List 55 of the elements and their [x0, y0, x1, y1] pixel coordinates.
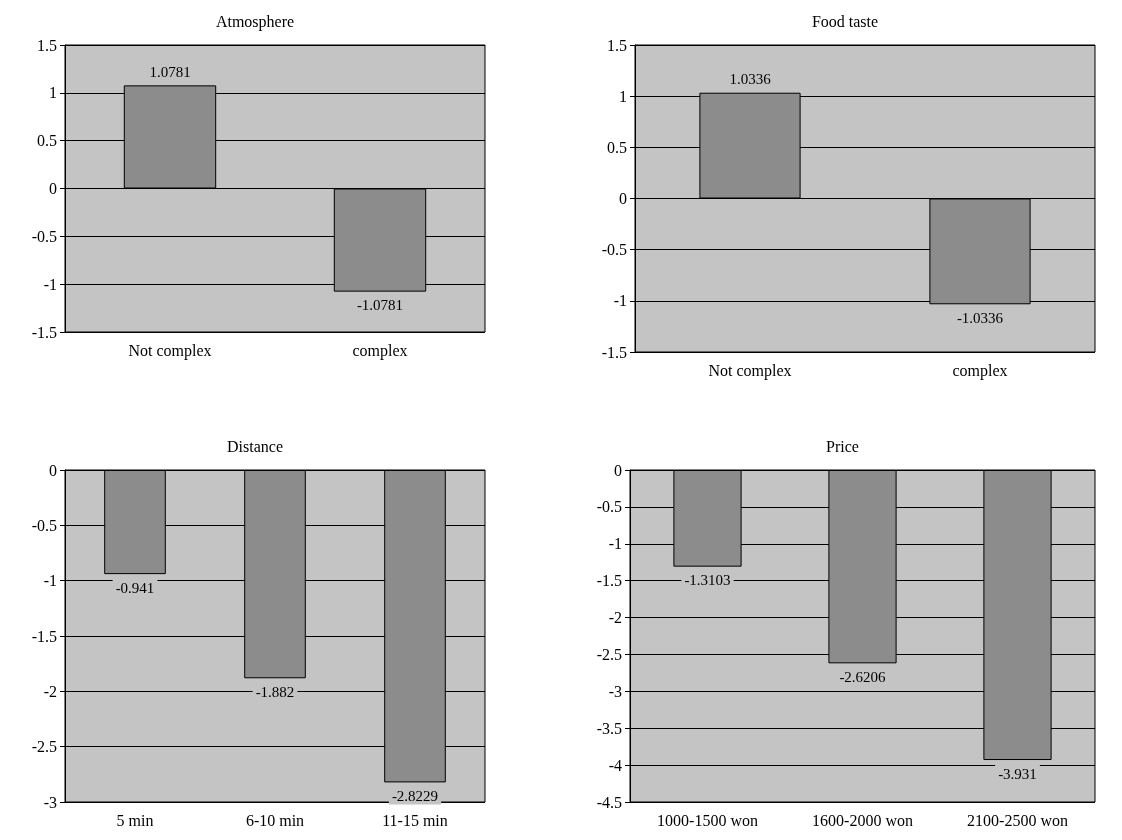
y-tick-label: -1: [43, 572, 57, 590]
y-tick-label: -1: [43, 275, 57, 293]
y-tick-label: -2.5: [596, 645, 622, 663]
x-tick-label: 1000-1500 won: [657, 811, 758, 829]
y-tick-label: 0: [49, 180, 57, 197]
y-tick-label: -1.5: [31, 627, 57, 645]
x-tick-label: 1600-2000 won: [812, 811, 913, 829]
y-tick-label: -4.5: [596, 793, 622, 811]
y-tick-label: -4: [608, 756, 622, 774]
x-tick-label: 5 min: [116, 811, 154, 829]
chart-title: Atmosphere: [215, 12, 295, 31]
chart-title: Food taste: [811, 12, 879, 30]
y-tick-label: 0: [49, 461, 57, 479]
x-tick-label: Not complex: [708, 361, 792, 380]
data-label: 1.0781: [149, 63, 191, 80]
y-tick-label: 0: [614, 461, 622, 479]
y-tick-label: -1: [608, 535, 622, 553]
y-tick-label: -1.5: [596, 572, 622, 590]
y-tick-label: -0.5: [596, 498, 622, 516]
y-tick-label: 1.5: [607, 36, 627, 54]
y-tick-label: -0.5: [31, 516, 57, 534]
x-tick-label: complex: [952, 361, 1008, 380]
y-tick-label: 0.5: [607, 138, 627, 156]
x-tick-label: 6-10 min: [245, 811, 305, 829]
x-tick-label: 11-15 min: [382, 811, 448, 829]
data-label: -1.882: [255, 683, 295, 700]
x-tick-label: Not complex: [128, 341, 212, 360]
chart-title: Distance: [227, 437, 283, 455]
y-tick-label: -3.5: [596, 719, 622, 737]
y-tick-label: 1: [49, 84, 57, 102]
x-tick-label: complex: [352, 341, 408, 360]
data-label: -2.8229: [391, 787, 439, 804]
y-tick-label: 0: [619, 190, 627, 207]
y-tick-label: -1.5: [31, 323, 57, 341]
data-label: -1.0336: [956, 309, 1004, 326]
y-tick-label: -2.5: [31, 738, 57, 756]
data-label: 1.0336: [729, 71, 772, 88]
y-tick-label: -3: [608, 682, 622, 700]
data-label: -0.941: [115, 579, 155, 596]
data-label: -3.931: [998, 765, 1037, 782]
y-tick-label: -2: [608, 609, 622, 627]
data-label: -1.0781: [356, 297, 404, 314]
y-tick-label: 1: [619, 87, 627, 105]
data-label: -1.3103: [684, 572, 731, 589]
y-tick-label: 0.5: [37, 132, 57, 150]
y-tick-label: -0.5: [601, 241, 627, 259]
y-tick-label: -1: [613, 292, 627, 310]
data-label: -2.6206: [839, 668, 887, 685]
y-tick-label: -2: [43, 682, 57, 700]
y-tick-label: -0.5: [31, 227, 57, 245]
chart-title: Price: [826, 437, 859, 455]
y-tick-label: -1.5: [601, 343, 627, 361]
x-tick-label: 2100-2500 won: [967, 811, 1068, 829]
y-tick-label: -3: [43, 793, 57, 811]
y-tick-label: 1.5: [37, 36, 57, 54]
